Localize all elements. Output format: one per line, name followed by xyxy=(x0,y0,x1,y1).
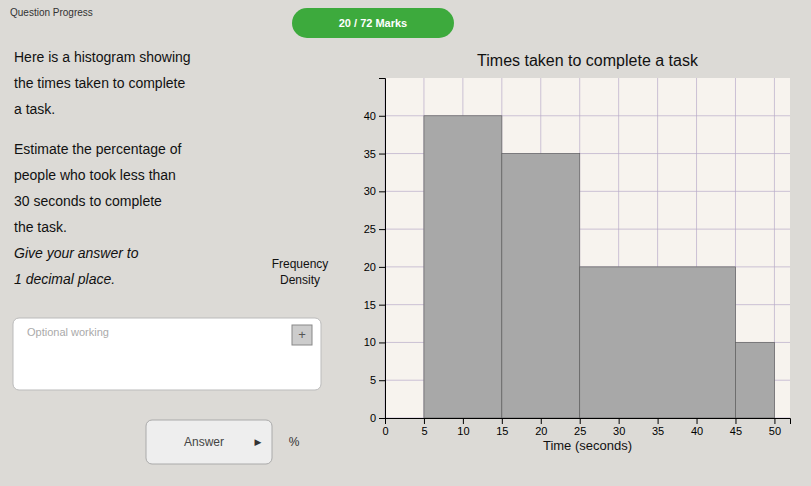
x-tick: 15 xyxy=(496,418,508,437)
y-tick: 5 xyxy=(370,374,385,386)
answer-button[interactable] xyxy=(146,420,272,464)
x-tick-label: 10 xyxy=(457,425,469,437)
y-tick: 10 xyxy=(364,336,385,348)
x-tick-mark xyxy=(735,418,736,424)
header-bar xyxy=(292,8,454,38)
y-tick: 0 xyxy=(370,412,385,424)
y-tick-mark xyxy=(379,380,385,381)
x-tick-mark xyxy=(424,418,425,424)
optional-working-label: Optional working xyxy=(27,326,109,338)
y-tick: 15 xyxy=(364,299,385,311)
page: Question Progress Here is a histogram sho… xyxy=(0,0,811,486)
x-tick-mark xyxy=(658,418,659,424)
question-line: the times taken to complete xyxy=(14,75,185,91)
x-tick: 0 xyxy=(382,418,388,437)
x-tick-label: 45 xyxy=(730,425,742,437)
x-tick: 20 xyxy=(535,418,547,437)
add-working-button[interactable] xyxy=(292,325,312,345)
x-tick: 50 xyxy=(769,418,781,437)
y-axis-line xyxy=(379,79,386,419)
question-line: Give your answer to xyxy=(14,245,139,261)
optional-working-box xyxy=(13,318,321,390)
question-line: Here is a histogram showing xyxy=(14,49,191,65)
y-tick-mark xyxy=(379,267,385,268)
chart-title: Times taken to complete a task xyxy=(477,52,699,69)
question-line: Estimate the percentage of xyxy=(14,141,181,157)
grid xyxy=(385,78,790,418)
y-tick-mark xyxy=(379,154,385,155)
bar xyxy=(735,342,774,418)
y-tick-label: 40 xyxy=(364,110,376,122)
y-tick-mark xyxy=(379,229,385,230)
x-tick-mark xyxy=(580,418,581,424)
y-tick-label: 35 xyxy=(364,148,376,160)
y-tick-label: 5 xyxy=(370,374,376,386)
page-background xyxy=(0,0,811,486)
add-working-icon[interactable]: + xyxy=(298,327,306,342)
x-tick-label: 30 xyxy=(613,425,625,437)
x-tick-label: 50 xyxy=(769,425,781,437)
x-tick: 35 xyxy=(652,418,664,437)
question-line: people who took less than xyxy=(14,167,176,183)
x-axis: 0 5 10 15 20 25 30 35 40 45 50 xyxy=(382,418,790,437)
x-axis-line xyxy=(386,419,791,425)
y-tick-label: 10 xyxy=(364,336,376,348)
x-tick-mark xyxy=(774,418,775,424)
question-line: the task. xyxy=(14,219,67,235)
x-tick: 25 xyxy=(574,418,586,437)
plot-background xyxy=(385,78,790,418)
x-tick-label: 40 xyxy=(691,425,703,437)
header-text: 20 / 72 Marks xyxy=(339,17,408,29)
x-tick: 45 xyxy=(730,418,742,437)
y-tick: 35 xyxy=(364,148,385,160)
question-line: 1 decimal place. xyxy=(14,271,115,287)
question-progress: Question Progress xyxy=(10,7,93,18)
y-tick-mark xyxy=(379,342,385,343)
x-tick-label: 15 xyxy=(496,425,508,437)
y-tick-mark xyxy=(379,418,385,419)
y-tick-mark xyxy=(379,305,385,306)
x-tick-mark xyxy=(502,418,503,424)
question-line: 30 seconds to complete xyxy=(14,193,162,209)
x-tick-mark xyxy=(463,418,464,424)
x-tick-label: 0 xyxy=(382,425,388,437)
bar xyxy=(424,116,502,418)
y-axis-title: FrequencyDensity xyxy=(272,257,329,287)
x-tick: 40 xyxy=(691,418,703,437)
y-tick-label: 30 xyxy=(364,185,376,197)
x-tick-mark xyxy=(619,418,620,424)
x-tick-label: 35 xyxy=(652,425,664,437)
answer-icon[interactable]: ▶ xyxy=(255,437,262,447)
y-tick-label: 20 xyxy=(364,261,376,273)
y-tick-label: 15 xyxy=(364,299,376,311)
y-tick: 25 xyxy=(364,223,385,235)
y-tick-label: 0 xyxy=(370,412,376,424)
x-tick-label: 5 xyxy=(421,425,427,437)
bar xyxy=(580,267,736,418)
y-tick-mark xyxy=(379,191,385,192)
x-tick-mark xyxy=(541,418,542,424)
left-panel: Question Progress Here is a histogram sho… xyxy=(10,7,321,464)
y-axis: 0 5 10 15 20 25 30 35 40 xyxy=(364,79,386,425)
x-tick: 10 xyxy=(457,418,469,437)
answer-label[interactable]: Answer xyxy=(184,435,224,449)
percent-sign: % xyxy=(289,435,300,449)
x-tick: 30 xyxy=(613,418,625,437)
x-axis-title: Time (seconds) xyxy=(543,438,632,453)
question-line: a task. xyxy=(14,101,55,117)
bar xyxy=(502,154,580,418)
y-tick: 40 xyxy=(364,110,385,122)
bars xyxy=(424,116,774,418)
y-tick: 30 xyxy=(364,185,385,197)
x-tick-mark xyxy=(697,418,698,424)
y-tick-mark xyxy=(379,116,385,117)
x-tick: 5 xyxy=(421,418,427,437)
y-tick-label: 25 xyxy=(364,223,376,235)
x-tick-label: 25 xyxy=(574,425,586,437)
x-tick-label: 20 xyxy=(535,425,547,437)
y-tick: 20 xyxy=(364,261,385,273)
